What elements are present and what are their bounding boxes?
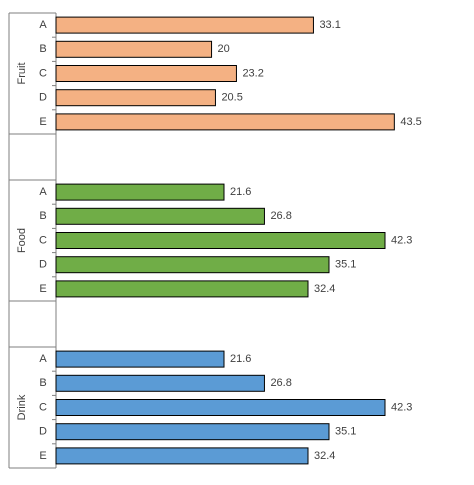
data-label-food-b: 26.8: [270, 210, 291, 222]
data-label-fruit-c: 23.2: [242, 67, 263, 79]
data-label-drink-b: 26.8: [270, 377, 291, 389]
bar-food-b: [55, 207, 265, 225]
category-label-fruit-a: A: [39, 19, 47, 31]
bar-drink-a: [55, 350, 225, 368]
category-label-food-c: C: [39, 234, 47, 246]
bar-drink-b: [55, 374, 265, 392]
category-label-fruit-b: B: [39, 43, 46, 55]
data-label-fruit-e: 43.5: [400, 116, 421, 128]
group-label-drink: Drink: [16, 394, 28, 420]
bar-fruit-a: [55, 16, 314, 34]
category-label-drink-b: B: [39, 377, 46, 389]
data-label-food-e: 32.4: [314, 283, 335, 295]
data-label-drink-a: 21.6: [230, 353, 251, 365]
category-label-food-d: D: [39, 259, 47, 271]
category-label-food-e: E: [39, 283, 46, 295]
category-label-food-a: A: [39, 186, 47, 198]
bar-food-d: [55, 256, 330, 274]
group-label-fruit: Fruit: [16, 63, 28, 85]
category-label-drink-e: E: [39, 450, 46, 462]
category-label-drink-a: A: [39, 353, 47, 365]
data-label-fruit-d: 20.5: [221, 92, 242, 104]
category-label-fruit-e: E: [39, 116, 46, 128]
bar-drink-c: [55, 399, 386, 416]
category-label-drink-d: D: [39, 426, 47, 438]
bar-fruit-d: [55, 89, 216, 107]
bar-food-e: [55, 280, 309, 298]
data-label-food-a: 21.6: [230, 186, 251, 198]
bar-fruit-c: [55, 65, 237, 82]
data-label-fruit-b: 20: [218, 43, 230, 55]
data-label-drink-d: 35.1: [335, 426, 356, 438]
data-label-food-d: 35.1: [335, 259, 356, 271]
category-label-drink-c: C: [39, 401, 47, 413]
data-label-food-c: 42.3: [391, 234, 412, 246]
data-label-drink-c: 42.3: [391, 401, 412, 413]
bar-fruit-e: [55, 113, 395, 131]
group-label-food: Food: [16, 228, 28, 253]
category-label-fruit-c: C: [39, 67, 47, 79]
data-label-drink-e: 32.4: [314, 450, 335, 462]
category-label-fruit-d: D: [39, 92, 47, 104]
bar-food-c: [55, 232, 386, 249]
data-label-fruit-a: 33.1: [319, 19, 340, 31]
bar-drink-e: [55, 447, 309, 465]
category-label-food-b: B: [39, 210, 46, 222]
bar-drink-d: [55, 423, 330, 441]
bar-fruit-b: [55, 40, 213, 58]
bar-food-a: [55, 183, 225, 201]
